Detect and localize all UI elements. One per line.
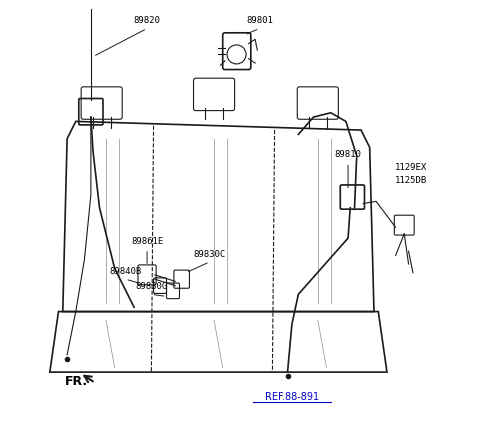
Text: 89830G: 89830G	[135, 282, 168, 290]
Text: 1125DB: 1125DB	[395, 176, 427, 185]
Text: 89830C: 89830C	[193, 249, 226, 258]
Text: 89801: 89801	[246, 16, 273, 25]
Text: 89840B: 89840B	[109, 266, 142, 276]
Text: 89861E: 89861E	[131, 236, 163, 245]
Text: 89810: 89810	[335, 150, 361, 159]
Text: 89820: 89820	[133, 16, 160, 25]
Text: REF.88-891: REF.88-891	[265, 391, 319, 401]
Text: FR.: FR.	[65, 375, 88, 388]
Text: 1129EX: 1129EX	[395, 163, 427, 172]
